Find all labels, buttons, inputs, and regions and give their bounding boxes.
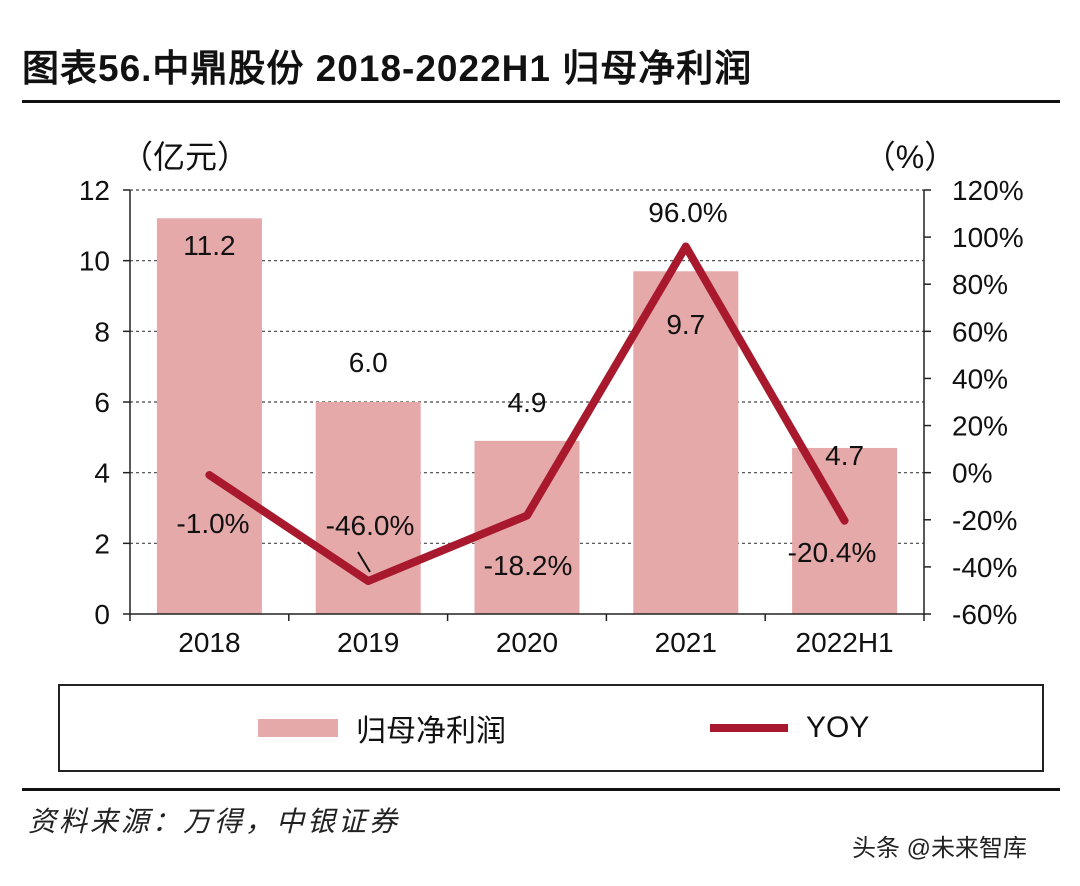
bar-value-label: 11.2: [183, 230, 235, 261]
right-tick-label: 40%: [952, 363, 1008, 394]
legend-swatch-bar: [258, 719, 338, 737]
legend: 归母净利润 YOY: [58, 684, 1044, 772]
yoy-line: [205, 242, 849, 586]
bar-2021: [633, 271, 739, 614]
legend-swatch-line: [710, 724, 788, 732]
bar-value-label: 6.0: [349, 347, 388, 378]
x-tick-label: 2018: [178, 627, 240, 658]
right-axis-unit-label: （%）: [864, 139, 956, 175]
left-tick-label: 0: [94, 599, 110, 630]
right-tick-label: 100%: [952, 222, 1024, 253]
left-tick-label: 10: [79, 246, 110, 277]
legend-label-line: YOY: [806, 711, 870, 744]
title-divider: [22, 100, 1060, 103]
source-note: 资料来源：万得，中银证券: [28, 806, 401, 837]
x-tick-label: 2021: [655, 627, 717, 658]
x-tick-label: 2022H1: [796, 627, 894, 658]
yoy-value-label: -46.0%: [326, 510, 415, 541]
combo-chart: 0 2 4 6 8 10 12 -60% -40% -20% 0% 20% 40% 60% 80% 100% 1…: [79, 139, 1024, 658]
left-axis-unit-label: （亿元）: [121, 139, 249, 175]
left-tick-label: 12: [79, 175, 110, 206]
bar-value-label: 4.7: [825, 440, 864, 471]
left-tick-label: 2: [94, 528, 110, 559]
chart-title: 图表56.中鼎股份 2018-2022H1 归母净利润: [22, 48, 753, 89]
bar-value-label: 4.9: [508, 387, 547, 418]
left-tick-label: 8: [94, 316, 110, 347]
right-tick-label: 120%: [952, 175, 1024, 206]
yoy-value-label: -1.0%: [176, 508, 249, 539]
legend-item-line: YOY: [710, 686, 869, 770]
right-tick-label: -40%: [952, 552, 1017, 583]
leader-line: [357, 551, 371, 573]
left-tick-label: 6: [94, 387, 110, 418]
right-tick-label: -20%: [952, 505, 1017, 536]
footer-divider: [22, 788, 1060, 791]
yoy-value-label: -18.2%: [484, 550, 573, 581]
bar-value-label: 9.7: [666, 309, 705, 340]
left-tick-label: 4: [94, 458, 110, 489]
yoy-value-label: 96.0%: [648, 197, 727, 228]
bar-2022h1: [792, 447, 898, 614]
legend-label-bar: 归母净利润: [356, 715, 506, 748]
x-tick-label: 2020: [496, 627, 558, 658]
right-tick-label: 20%: [952, 411, 1008, 442]
x-tick-label: 2019: [337, 627, 399, 658]
right-tick-label: -60%: [952, 599, 1017, 630]
right-tick-label: 80%: [952, 269, 1008, 300]
right-tick-label: 0%: [952, 458, 992, 489]
right-tick-label: 60%: [952, 316, 1008, 347]
yoy-value-label: -20.4%: [788, 537, 877, 568]
watermark-text: 头条 @未来智库: [852, 835, 1028, 862]
watermark: 头条 @未来智库: [852, 828, 1027, 863]
bar-2018: [156, 218, 262, 614]
legend-item-bar: 归母净利润: [258, 686, 506, 770]
